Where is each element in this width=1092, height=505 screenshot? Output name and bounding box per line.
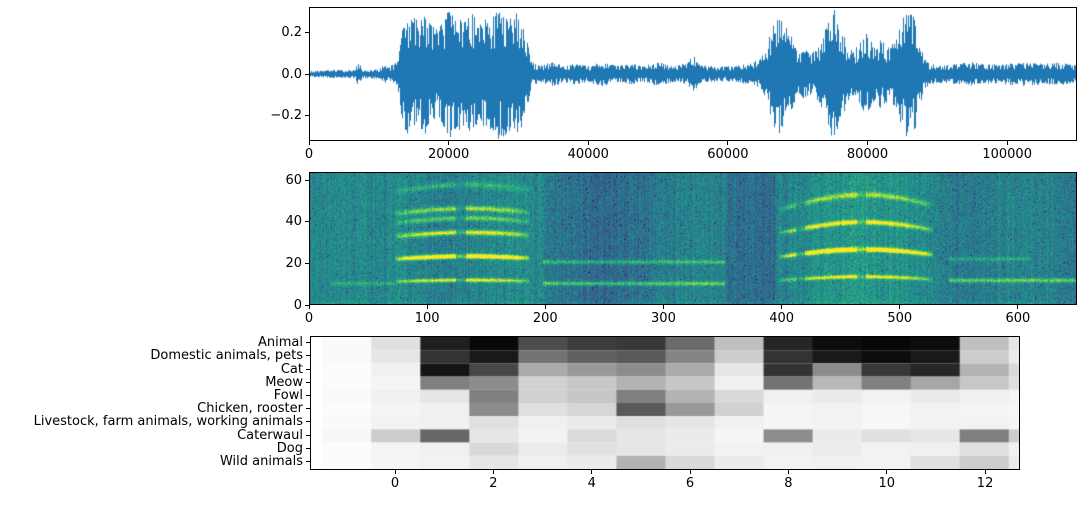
waveform-plot xyxy=(310,8,1076,140)
y-tick-mark xyxy=(306,381,310,383)
x-tick-mark xyxy=(662,305,664,309)
y-tick-label: 40 xyxy=(285,214,302,230)
x-tick-mark xyxy=(886,470,888,474)
x-tick-mark xyxy=(787,470,789,474)
x-tick-mark xyxy=(899,305,901,309)
y-tick-mark xyxy=(305,221,309,223)
spectrogram-plot xyxy=(310,173,1076,304)
x-tick-label: 12 xyxy=(976,476,994,491)
y-tick-label: 0.2 xyxy=(281,24,302,40)
class-label: Livestock, farm animals, working animals xyxy=(33,414,303,430)
x-tick-mark xyxy=(426,305,428,309)
class-label: Fowl xyxy=(273,387,303,403)
x-tick-label: 2 xyxy=(489,476,498,491)
x-tick-label: 80000 xyxy=(846,147,889,162)
x-tick-mark xyxy=(1006,141,1008,145)
y-tick-label: 60 xyxy=(285,172,302,188)
x-tick-mark xyxy=(308,305,310,309)
x-tick-mark xyxy=(394,470,396,474)
y-tick-mark xyxy=(306,447,310,449)
y-tick-mark xyxy=(306,460,310,462)
x-tick-label: 300 xyxy=(651,311,676,326)
class-label: Wild animals xyxy=(219,453,303,469)
class-label: Dog xyxy=(276,440,303,456)
class-label: Chicken, rooster xyxy=(197,401,303,417)
x-tick-label: 10 xyxy=(878,476,896,491)
x-tick-mark xyxy=(984,470,986,474)
x-tick-label: 0 xyxy=(304,147,314,162)
x-tick-mark xyxy=(544,305,546,309)
y-tick-mark xyxy=(306,394,310,396)
class-label: Animal xyxy=(258,335,303,351)
x-tick-label: 60000 xyxy=(707,147,749,162)
y-tick-label: 0.0 xyxy=(281,66,302,82)
waveform-axes xyxy=(309,7,1077,141)
x-tick-label: 500 xyxy=(887,311,913,326)
x-tick-mark xyxy=(689,470,691,474)
spectrogram-axes xyxy=(309,172,1077,305)
y-tick-mark xyxy=(305,262,309,264)
y-tick-mark xyxy=(306,408,310,410)
class-label: Caterwaul xyxy=(237,427,303,443)
y-tick-mark xyxy=(306,368,310,370)
y-tick-label: −0.2 xyxy=(270,108,302,124)
class-label: Meow xyxy=(265,374,303,390)
x-tick-label: 8 xyxy=(784,476,793,491)
y-tick-mark xyxy=(305,31,309,33)
y-tick-mark xyxy=(305,304,309,306)
x-tick-label: 600 xyxy=(1005,311,1031,326)
class-label: Cat xyxy=(280,361,303,377)
y-tick-mark xyxy=(306,434,310,436)
x-tick-label: 0 xyxy=(304,311,314,326)
x-tick-mark xyxy=(727,141,729,145)
x-tick-label: 200 xyxy=(532,311,558,326)
x-tick-label: 20000 xyxy=(427,147,470,162)
y-tick-mark xyxy=(306,342,310,344)
x-tick-label: 100000 xyxy=(982,147,1032,162)
y-tick-label: 0 xyxy=(293,297,302,313)
x-tick-mark xyxy=(1017,305,1019,309)
x-tick-label: 4 xyxy=(587,476,596,491)
x-tick-mark xyxy=(591,470,593,474)
x-tick-label: 100 xyxy=(414,311,440,326)
x-tick-mark xyxy=(492,470,494,474)
class-probabilities-axes xyxy=(310,336,1020,470)
class-probabilities-heatmap xyxy=(311,337,1019,469)
y-tick-label: 20 xyxy=(285,255,302,271)
x-tick-mark xyxy=(308,141,310,145)
x-tick-label: 6 xyxy=(685,476,695,491)
x-tick-mark xyxy=(867,141,869,145)
y-tick-mark xyxy=(306,355,310,357)
x-tick-mark xyxy=(781,305,783,309)
x-tick-mark xyxy=(587,141,589,145)
y-tick-mark xyxy=(305,115,309,117)
y-tick-mark xyxy=(306,421,310,423)
x-tick-label: 400 xyxy=(769,311,795,326)
y-tick-mark xyxy=(305,179,309,181)
x-tick-mark xyxy=(448,141,450,145)
x-tick-label: 40000 xyxy=(567,147,609,162)
y-tick-mark xyxy=(305,73,309,75)
class-label: Domestic animals, pets xyxy=(150,348,303,364)
x-tick-label: 0 xyxy=(390,476,400,491)
